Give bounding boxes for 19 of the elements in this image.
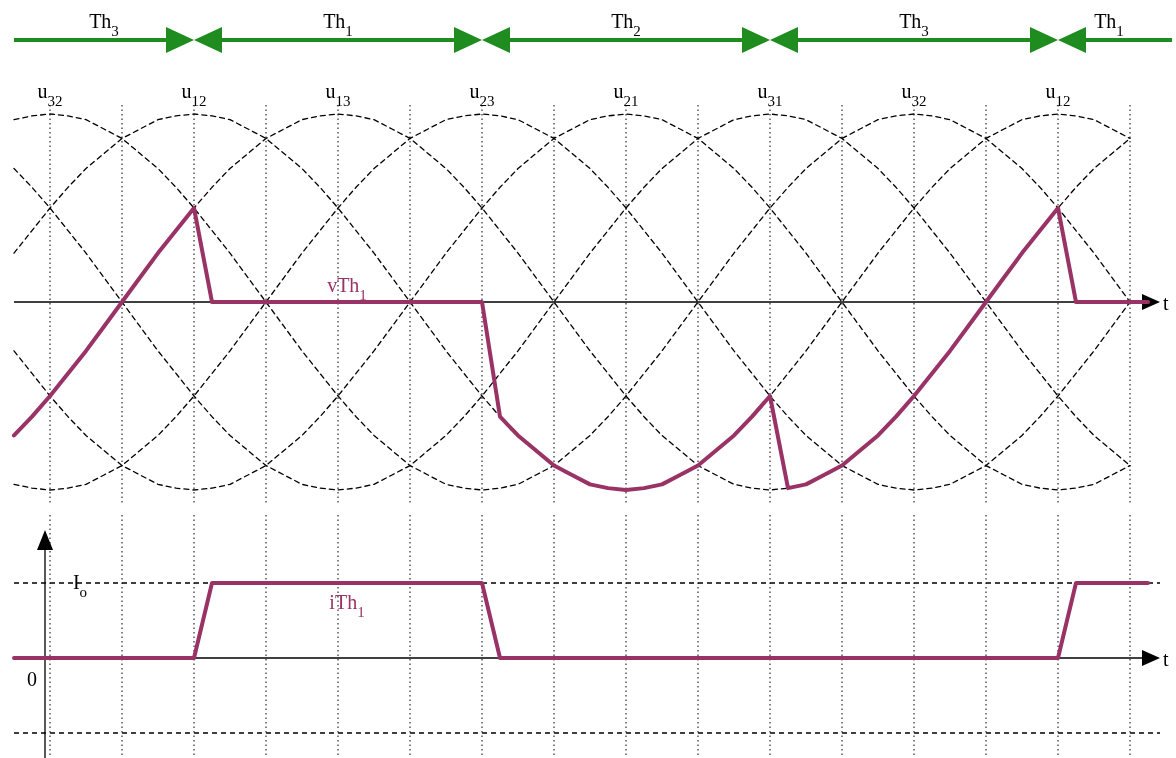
series-label: iTh$_{1}$: [329, 591, 365, 620]
text: u$_{12}$: [181, 80, 207, 109]
annotation: 0: [27, 668, 37, 690]
series-label: vTh$_{1}$: [327, 274, 367, 303]
x-axis-title: t: [1163, 292, 1169, 314]
text: Th$_{2}$: [611, 10, 641, 39]
series-label: u$_{21}$: [613, 80, 639, 109]
text: Th$_{3}$: [899, 10, 929, 39]
text: u$_{32}$: [37, 80, 63, 109]
text: Th$_{1}$: [323, 10, 353, 39]
series-label: u$_{32}$: [901, 80, 927, 109]
annotation: I$_{o}$: [72, 571, 88, 600]
series-label: u$_{23}$: [469, 80, 495, 109]
x-axis-title: t: [1163, 648, 1169, 670]
text: Th$_{1}$: [1094, 10, 1124, 39]
series-label: u$_{31}$: [757, 80, 783, 109]
series-label: u$_{13}$: [325, 80, 351, 109]
series-label: u$_{12}$: [1045, 80, 1071, 109]
text: Th$_{3}$: [89, 10, 119, 39]
